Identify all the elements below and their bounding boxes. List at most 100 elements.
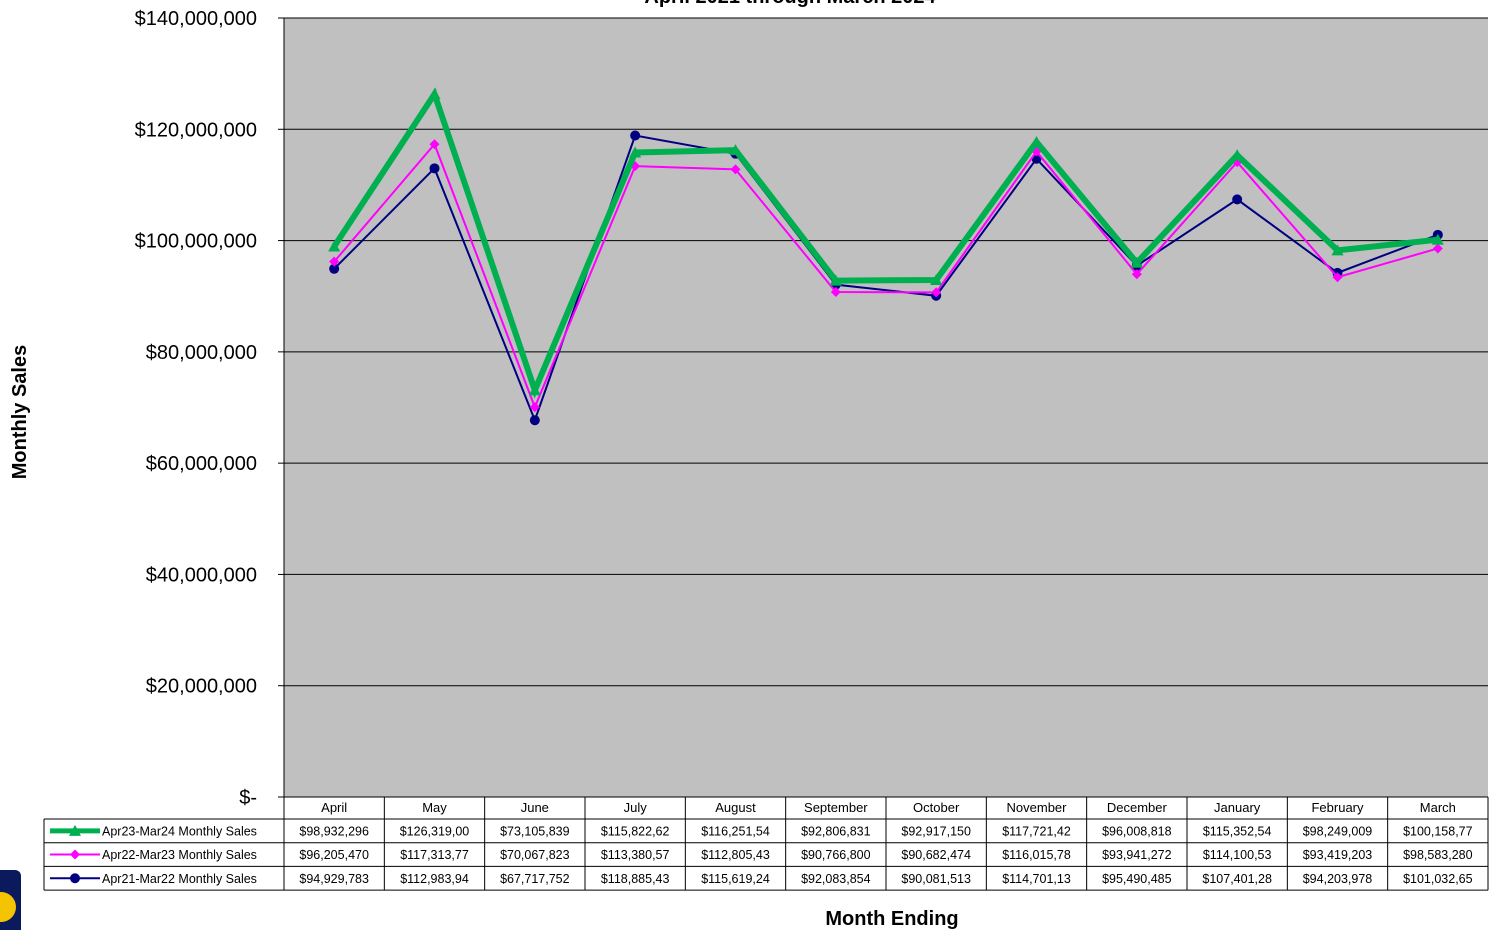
data-point — [528, 384, 541, 396]
table-cell: $93,419,203 — [1303, 848, 1373, 862]
table-cell: $90,682,474 — [901, 848, 971, 862]
x-tick-label: August — [715, 800, 756, 815]
table-cell: $100,158,77 — [1403, 824, 1473, 838]
logo-sun-icon — [0, 892, 16, 922]
gridlines — [278, 17, 1488, 798]
table-row: Apr23-Mar24 Monthly Sales $98,932,296 $126… — [50, 824, 1473, 838]
table-cell: $126,319,00 — [400, 824, 470, 838]
x-tick-label: January — [1214, 800, 1261, 815]
data-point — [1030, 135, 1043, 147]
data-point — [1131, 269, 1142, 280]
data-point — [1231, 149, 1244, 161]
legend-entry: Apr23-Mar24 Monthly Sales — [102, 824, 257, 838]
table-row: Apr21-Mar22 Monthly Sales $94,929,783 $112… — [50, 872, 1473, 886]
y-tick-label: $100,000,000 — [135, 231, 257, 253]
data-point — [630, 130, 641, 141]
data-point — [328, 240, 341, 252]
y-axis-ticks: $- $20,000,000 $40,000,000 $60,000,000 $80,0… — [135, 8, 257, 809]
series-line — [333, 134, 1439, 424]
data-point — [729, 144, 742, 156]
table-cell: $70,067,823 — [500, 848, 570, 862]
table-cell: $117,313,77 — [400, 848, 469, 862]
series-line — [333, 142, 1439, 410]
data-point — [1432, 243, 1443, 254]
data-point — [930, 273, 943, 285]
table-cell: $96,205,470 — [299, 848, 369, 862]
table-cell: $67,717,752 — [500, 872, 570, 886]
data-point — [1332, 272, 1343, 283]
table-cell: $115,619,24 — [701, 872, 770, 886]
series-line — [331, 87, 1439, 399]
data-point — [629, 146, 642, 158]
table-cell: $90,081,513 — [901, 872, 971, 886]
table-row: Apr22-Mar23 Monthly Sales $96,205,470 $117… — [50, 848, 1473, 862]
data-point — [429, 139, 440, 150]
data-point — [69, 824, 81, 836]
data-point — [70, 849, 80, 860]
x-tick-label: September — [804, 800, 868, 815]
table-cell: $92,917,150 — [901, 824, 971, 838]
table-cell: $98,249,009 — [1303, 824, 1373, 838]
y-tick-label: $- — [239, 787, 257, 809]
data-point — [429, 163, 440, 174]
data-point — [730, 164, 741, 175]
company-logo — [0, 870, 21, 930]
series-lines — [328, 87, 1444, 426]
x-tick-label: June — [521, 800, 549, 815]
table-cell: $112,805,43 — [701, 848, 770, 862]
table-cell: $90,766,800 — [801, 848, 871, 862]
y-axis-title: Monthly Sales — [9, 345, 31, 479]
data-point — [931, 287, 942, 298]
chart-title: April 2021 through March 2024 — [644, 0, 936, 8]
table-cell: $98,932,296 — [299, 824, 369, 838]
table-cell: $114,100,53 — [1203, 848, 1272, 862]
x-tick-label: July — [624, 800, 648, 815]
table-cell: $98,583,280 — [1403, 848, 1473, 862]
x-tick-label: April — [321, 800, 347, 815]
data-point — [829, 274, 842, 286]
data-point — [529, 415, 540, 426]
data-table: April May June July August September October No… — [43, 796, 1489, 891]
data-point — [529, 402, 540, 413]
table-cell: $114,701,13 — [1002, 872, 1071, 886]
data-point — [830, 286, 841, 297]
plot-area — [284, 18, 1488, 797]
table-cell: $101,032,65 — [1403, 872, 1473, 886]
table-cell: $117,721,42 — [1002, 824, 1071, 838]
table-cell: $115,822,62 — [601, 824, 670, 838]
y-tick-label: $40,000,000 — [146, 564, 257, 586]
data-point — [1130, 256, 1143, 268]
table-cell: $107,401,28 — [1202, 872, 1272, 886]
table-cell: $92,083,854 — [801, 872, 871, 886]
x-tick-label: May — [422, 800, 447, 815]
data-point — [329, 263, 340, 274]
y-tick-label: $140,000,000 — [135, 8, 257, 30]
table-cell: $73,105,839 — [500, 824, 570, 838]
x-tick-label: December — [1107, 800, 1168, 815]
table-cell: $94,929,783 — [299, 872, 369, 886]
table-cell: $92,806,831 — [801, 824, 871, 838]
data-point — [1331, 244, 1344, 256]
x-tick-label: February — [1311, 800, 1364, 815]
y-tick-label: $80,000,000 — [146, 342, 257, 364]
table-cell: $95,490,485 — [1102, 872, 1172, 886]
data-point — [1431, 233, 1444, 245]
table-cell: $96,008,818 — [1102, 824, 1172, 838]
table-cell: $118,885,43 — [601, 872, 670, 886]
series-1 — [328, 87, 1444, 399]
table-cell: $93,941,272 — [1102, 848, 1172, 862]
table-cell: $116,251,54 — [701, 824, 770, 838]
table-cell: $116,015,78 — [1002, 848, 1071, 862]
table-cell: $94,203,978 — [1303, 872, 1373, 886]
table-cell: $113,380,57 — [601, 848, 670, 862]
y-tick-label: $60,000,000 — [146, 453, 257, 475]
table-cell: $112,983,94 — [400, 872, 469, 886]
legend-entry: Apr21-Mar22 Monthly Sales — [102, 872, 257, 886]
x-tick-label: November — [1007, 800, 1068, 815]
y-tick-label: $120,000,000 — [135, 119, 257, 141]
table-cell: $115,352,54 — [1203, 824, 1272, 838]
y-tick-label: $20,000,000 — [146, 676, 257, 698]
x-tick-label: October — [913, 800, 960, 815]
legend-entry: Apr22-Mar23 Monthly Sales — [102, 848, 257, 862]
